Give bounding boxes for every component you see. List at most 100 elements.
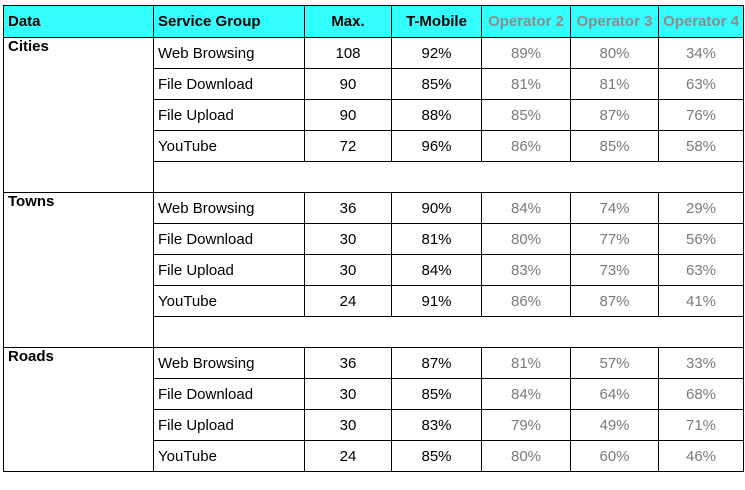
operator-2-cell: 86% <box>481 285 571 317</box>
operator-2-cell: 81% <box>481 347 571 379</box>
operator-3-cell: 73% <box>570 254 659 286</box>
operator-2-cell: 85% <box>481 99 571 131</box>
max-cell: 30 <box>304 378 392 410</box>
operator-4-cell: 56% <box>658 223 744 255</box>
header-row: Data Service Group Max. T-Mobile Operato… <box>3 5 744 38</box>
operator-3-cell: 85% <box>570 130 659 162</box>
operator-4-cell: 29% <box>658 192 744 224</box>
table-row: Roads Web Browsing 36 87% 81% 57% 33% <box>3 347 744 472</box>
tmobile-cell: 91% <box>391 285 482 317</box>
operator-2-cell: 81% <box>481 68 571 100</box>
operator-3-cell: 81% <box>570 68 659 100</box>
table-header: Data Service Group Max. T-Mobile Operato… <box>3 5 744 38</box>
group-label-towns: Towns <box>3 192 154 348</box>
operator-2-cell: 83% <box>481 254 571 286</box>
tmobile-cell: 85% <box>391 68 482 100</box>
service-cell: File Upload <box>153 409 305 441</box>
table-row: File Upload 30 84% 83% 73% 63% <box>4 254 744 286</box>
group-label-roads: Roads <box>3 347 154 472</box>
header-max: Max. <box>304 5 392 38</box>
service-cell: Web Browsing <box>153 192 305 224</box>
header-operator-3: Operator 3 <box>570 5 659 38</box>
operator-4-cell: 58% <box>658 130 744 162</box>
group-spacer-row <box>4 316 744 348</box>
operator-4-cell: 71% <box>658 409 744 441</box>
results-table: Data Service Group Max. T-Mobile Operato… <box>3 5 744 472</box>
service-cell: YouTube <box>153 130 305 162</box>
service-cell: YouTube <box>153 285 305 317</box>
operator-2-cell: 80% <box>481 223 571 255</box>
table-row: YouTube 24 85% 80% 60% 46% <box>4 440 744 472</box>
table-body: Cities Web Browsing 108 92% 89% 80% 34% File Do… <box>3 37 744 472</box>
service-cell: Web Browsing <box>153 347 305 379</box>
operator-3-cell: 49% <box>570 409 659 441</box>
operator-3-cell: 74% <box>570 192 659 224</box>
table-row: File Upload 30 83% 79% 49% 71% <box>4 409 744 441</box>
operator-4-cell: 68% <box>658 378 744 410</box>
max-cell: 30 <box>304 409 392 441</box>
table-row: File Download 90 85% 81% 81% 63% <box>4 68 744 100</box>
operator-2-cell: 89% <box>481 37 571 69</box>
max-cell: 108 <box>304 37 392 69</box>
max-cell: 90 <box>304 68 392 100</box>
table-row: File Download 30 85% 84% 64% 68% <box>4 378 744 410</box>
operator-4-cell: 34% <box>658 37 744 69</box>
operator-4-cell: 63% <box>658 254 744 286</box>
table-row: Cities Web Browsing 108 92% 89% 80% 34% <box>3 37 744 193</box>
header-operator-4: Operator 4 <box>658 5 744 38</box>
operator-2-cell: 86% <box>481 130 571 162</box>
operator-4-cell: 46% <box>658 440 744 472</box>
service-cell: File Upload <box>153 99 305 131</box>
max-cell: 36 <box>304 347 392 379</box>
header-operator-2: Operator 2 <box>481 5 571 38</box>
service-cell: File Download <box>153 68 305 100</box>
table-row: YouTube 24 91% 86% 87% 41% <box>4 285 744 317</box>
operator-3-cell: 64% <box>570 378 659 410</box>
operator-4-cell: 33% <box>658 347 744 379</box>
tmobile-cell: 88% <box>391 99 482 131</box>
tmobile-cell: 96% <box>391 130 482 162</box>
tmobile-cell: 84% <box>391 254 482 286</box>
spacer-cell <box>153 316 744 348</box>
table-row: Towns Web Browsing 36 90% 84% 74% 29% <box>3 192 744 348</box>
operator-4-cell: 41% <box>658 285 744 317</box>
operator-3-cell: 57% <box>570 347 659 379</box>
max-cell: 30 <box>304 254 392 286</box>
service-cell: YouTube <box>153 440 305 472</box>
tmobile-cell: 85% <box>391 378 482 410</box>
max-cell: 24 <box>304 440 392 472</box>
tmobile-cell: 87% <box>391 347 482 379</box>
header-data: Data <box>3 5 154 38</box>
max-cell: 30 <box>304 223 392 255</box>
tmobile-cell: 81% <box>391 223 482 255</box>
service-cell: File Upload <box>153 254 305 286</box>
operator-3-cell: 87% <box>570 99 659 131</box>
operator-4-cell: 76% <box>658 99 744 131</box>
service-cell: Web Browsing <box>153 37 305 69</box>
tmobile-cell: 92% <box>391 37 482 69</box>
operator-3-cell: 77% <box>570 223 659 255</box>
spacer-cell <box>153 161 744 193</box>
tmobile-cell: 90% <box>391 192 482 224</box>
operator-3-cell: 87% <box>570 285 659 317</box>
operator-2-cell: 84% <box>481 192 571 224</box>
max-cell: 36 <box>304 192 392 224</box>
table-row: File Upload 90 88% 85% 87% 76% <box>4 99 744 131</box>
operator-3-cell: 60% <box>570 440 659 472</box>
tmobile-cell: 85% <box>391 440 482 472</box>
max-cell: 72 <box>304 130 392 162</box>
operator-3-cell: 80% <box>570 37 659 69</box>
group-label-cities: Cities <box>3 37 154 193</box>
service-cell: File Download <box>153 223 305 255</box>
operator-2-cell: 80% <box>481 440 571 472</box>
header-tmobile: T-Mobile <box>391 5 482 38</box>
max-cell: 90 <box>304 99 392 131</box>
operator-2-cell: 79% <box>481 409 571 441</box>
operator-2-cell: 84% <box>481 378 571 410</box>
header-service-group: Service Group <box>153 5 305 38</box>
tmobile-cell: 83% <box>391 409 482 441</box>
service-cell: File Download <box>153 378 305 410</box>
table-row: YouTube 72 96% 86% 85% 58% <box>4 130 744 162</box>
operator-4-cell: 63% <box>658 68 744 100</box>
max-cell: 24 <box>304 285 392 317</box>
